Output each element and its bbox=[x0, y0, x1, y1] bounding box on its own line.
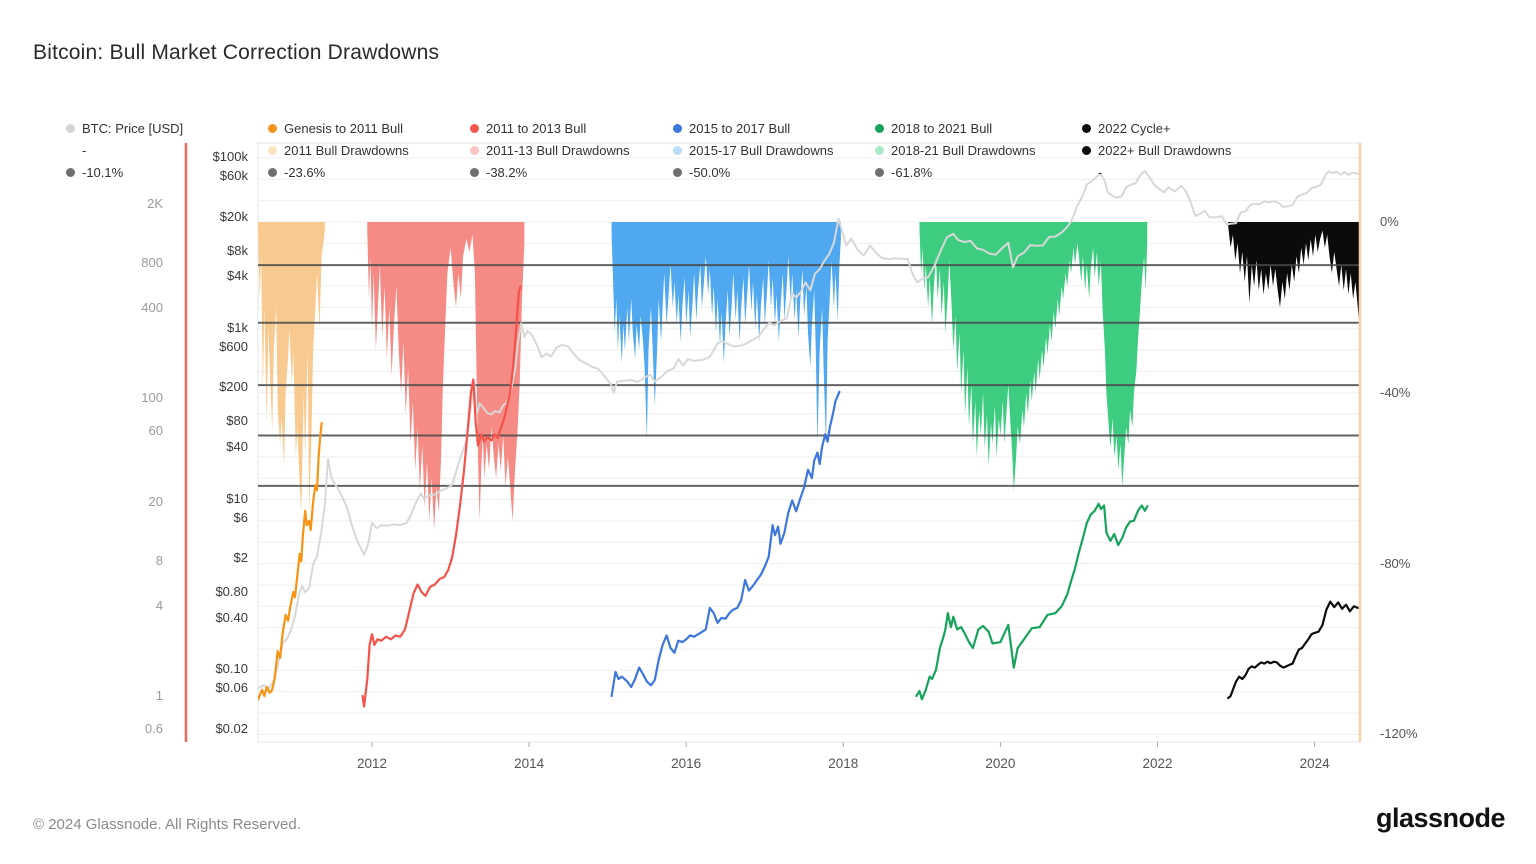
legend-dot-icon bbox=[875, 167, 884, 177]
bull-line-2015-17 bbox=[610, 390, 841, 698]
bull-line-2018-21 bbox=[915, 502, 1149, 701]
legend-item-2-0[interactable]: 2011 to 2013 Bull bbox=[470, 119, 586, 137]
legend-dot-icon bbox=[268, 145, 277, 155]
legend-dot-icon bbox=[470, 167, 479, 177]
legend-label: - bbox=[1098, 164, 1103, 180]
legend-label: 2011 Bull Drawdowns bbox=[284, 142, 409, 158]
legend-dot-icon bbox=[1082, 123, 1091, 133]
legend-dot-icon bbox=[673, 167, 682, 177]
legend-item-1-2[interactable]: -23.6% bbox=[268, 163, 325, 181]
legend-item-5-1[interactable]: 2022+ Bull Drawdowns bbox=[1082, 141, 1231, 159]
drawdown-area-2018-21 bbox=[919, 222, 1148, 491]
legend-item-2-1[interactable]: 2011-13 Bull Drawdowns bbox=[470, 141, 630, 159]
legend-label: -38.2% bbox=[486, 164, 528, 180]
drawdown-area-2011-13 bbox=[367, 222, 525, 530]
copyright-text: © 2024 Glassnode. All Rights Reserved. bbox=[33, 816, 301, 833]
bull-line-2011-13 bbox=[361, 285, 522, 708]
drawdown-area-2011 bbox=[258, 222, 325, 513]
legend-dot-icon bbox=[875, 123, 884, 133]
legend-label: 2015-17 Bull Drawdowns bbox=[689, 142, 834, 158]
legend-label: - bbox=[82, 142, 87, 158]
glassnode-logo: glassnode bbox=[1375, 803, 1506, 833]
legend-dot-icon bbox=[66, 123, 75, 133]
legend-item-5-2[interactable]: - bbox=[1082, 163, 1102, 181]
legend-label: 2015 to 2017 Bull bbox=[689, 120, 791, 136]
legend-dot-icon bbox=[875, 145, 884, 155]
legend-dot-icon bbox=[268, 123, 277, 133]
legend-label: 2011-13 Bull Drawdowns bbox=[486, 142, 630, 158]
legend-item-0-0[interactable]: BTC: Price [USD] bbox=[66, 119, 183, 137]
btc-price-line bbox=[258, 170, 1359, 690]
legend-label: 2018-21 Bull Drawdowns bbox=[891, 142, 1036, 158]
legend-item-3-2[interactable]: -50.0% bbox=[673, 163, 730, 181]
legend-item-5-0[interactable]: 2022 Cycle+ bbox=[1082, 119, 1171, 137]
legend-item-2-2[interactable]: -38.2% bbox=[470, 163, 527, 181]
legend-label: 2022 Cycle+ bbox=[1098, 120, 1171, 136]
legend-dot-icon bbox=[268, 167, 277, 177]
legend-item-0-2[interactable]: -10.1% bbox=[66, 163, 123, 181]
legend-item-3-1[interactable]: 2015-17 Bull Drawdowns bbox=[673, 141, 834, 159]
legend-item-1-0[interactable]: Genesis to 2011 Bull bbox=[268, 119, 403, 137]
legend-item-4-2[interactable]: -61.8% bbox=[875, 163, 932, 181]
legend-dot-icon bbox=[66, 167, 75, 177]
legend-label: -50.0% bbox=[689, 164, 731, 180]
legend-label: -23.6% bbox=[284, 164, 326, 180]
legend-label: 2011 to 2013 Bull bbox=[486, 120, 587, 136]
legend-item-0-1[interactable]: - bbox=[66, 141, 86, 159]
chart-title: Bitcoin: Bull Market Correction Drawdown… bbox=[33, 41, 440, 64]
legend-label: -61.8% bbox=[891, 164, 933, 180]
bull-line-2011 bbox=[258, 421, 323, 701]
drawdown-area-2022plus bbox=[1228, 222, 1360, 325]
legend-label: Genesis to 2011 Bull bbox=[284, 120, 403, 136]
legend-item-3-0[interactable]: 2015 to 2017 Bull bbox=[673, 119, 790, 137]
legend-label: 2022+ Bull Drawdowns bbox=[1098, 142, 1232, 158]
legend-label: 2018 to 2021 Bull bbox=[891, 120, 993, 136]
legend-label: BTC: Price [USD] bbox=[82, 120, 184, 136]
legend-item-4-1[interactable]: 2018-21 Bull Drawdowns bbox=[875, 141, 1036, 159]
legend-item-4-0[interactable]: 2018 to 2021 Bull bbox=[875, 119, 992, 137]
legend-dot-icon bbox=[673, 145, 682, 155]
legend-dot-icon bbox=[1082, 145, 1091, 155]
legend-dot-icon bbox=[470, 123, 479, 133]
bull-line-2022plus bbox=[1227, 600, 1359, 700]
drawdown-area-2015-17 bbox=[611, 222, 841, 444]
legend-dot-icon bbox=[470, 145, 479, 155]
legend-item-1-1[interactable]: 2011 Bull Drawdowns bbox=[268, 141, 409, 159]
legend-label: -10.1% bbox=[82, 164, 124, 180]
legend-dot-icon bbox=[673, 123, 682, 133]
